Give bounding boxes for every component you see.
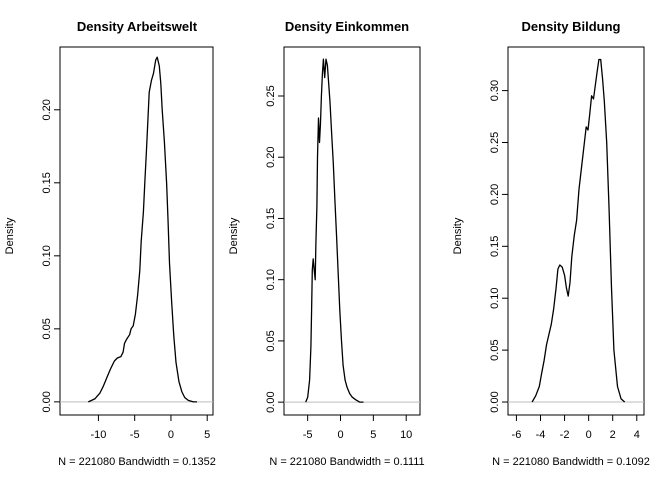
x-tick-label: -5 xyxy=(303,429,313,441)
y-tick-label: 0.00 xyxy=(41,391,53,412)
y-tick-label: 0.05 xyxy=(489,339,501,360)
x-tick-label: 5 xyxy=(370,429,376,441)
x-axis: -6 -4 -2 0 2 4 xyxy=(512,414,640,441)
chart-title: Density Einkommen xyxy=(285,19,409,34)
x-tick-label: -5 xyxy=(130,429,140,441)
x-tick-label: 5 xyxy=(204,429,210,441)
y-tick-label: 0.15 xyxy=(489,236,501,257)
plot-area xyxy=(507,46,645,416)
y-tick-label: 0.00 xyxy=(489,391,501,412)
y-axis-label: Density xyxy=(452,217,464,254)
y-tick-label: 0.20 xyxy=(265,147,277,168)
y-tick-label: 0.00 xyxy=(265,391,277,412)
y-tick-label: 0.10 xyxy=(265,269,277,290)
x-tick-label: -2 xyxy=(560,429,570,441)
y-tick-label: 0.20 xyxy=(41,99,53,120)
x-tick-label: 2 xyxy=(610,429,616,441)
y-axis: 0.00 0.05 0.10 0.15 0.20 0.25 0.30 xyxy=(489,80,509,413)
x-tick-label: 10 xyxy=(400,429,412,441)
y-tick-label: 0.25 xyxy=(265,85,277,106)
y-tick-label: 0.15 xyxy=(41,172,53,193)
x-tick-label: 4 xyxy=(634,429,640,441)
chart-title: Density Arbeitswelt xyxy=(77,19,198,34)
x-tick-label: -4 xyxy=(536,429,546,441)
density-line xyxy=(531,58,626,403)
x-axis-label: N = 221080 Bandwidth = 0.1352 xyxy=(58,456,216,468)
x-tick-label: 0 xyxy=(168,429,174,441)
x-tick-label: -6 xyxy=(512,429,522,441)
x-tick-label: 0 xyxy=(586,429,592,441)
x-axis-label: N = 221080 Bandwidth = 0.1092 xyxy=(492,456,650,468)
panel-arbeitswelt: Density Arbeitswelt 0.00 0.05 0.10 0.15 0.20… xyxy=(4,19,216,468)
x-axis: -5 0 5 10 xyxy=(303,414,412,441)
plot-area xyxy=(59,46,214,416)
density-line xyxy=(88,56,197,403)
plot-frame xyxy=(507,46,645,416)
y-tick-label: 0.30 xyxy=(489,80,501,101)
y-axis: 0.00 0.05 0.10 0.15 0.20 xyxy=(41,99,61,413)
y-tick-label: 0.05 xyxy=(41,318,53,339)
plot-area xyxy=(283,46,421,416)
x-axis-label: N = 221080 Bandwidth = 0.1111 xyxy=(269,456,424,468)
y-tick-label: 0.15 xyxy=(265,208,277,229)
y-tick-label: 0.05 xyxy=(265,330,277,351)
panel-bildung: Density Bildung 0.00 0.05 0.10 0.15 0.20 0.25… xyxy=(452,19,650,468)
y-tick-label: 0.10 xyxy=(489,288,501,309)
x-tick-label: -10 xyxy=(90,429,106,441)
plot-frame xyxy=(59,46,214,416)
y-tick-label: 0.20 xyxy=(489,184,501,205)
x-tick-label: 0 xyxy=(337,429,343,441)
y-tick-label: 0.25 xyxy=(489,132,501,153)
panel-einkommen: Density Einkommen 0.000.050.100.150.200.… xyxy=(228,19,425,468)
y-axis: 0.00 0.05 0.10 0.15 0.20 0.25 xyxy=(265,85,285,413)
y-axis-label: Density xyxy=(4,217,16,254)
chart-title: Density Bildung xyxy=(522,19,621,34)
x-axis: -10 -5 0 5 xyxy=(90,414,210,441)
density-line xyxy=(305,58,364,403)
plot-frame xyxy=(283,46,421,416)
y-tick-label: 0.10 xyxy=(41,245,53,266)
y-axis-label: Density xyxy=(228,217,240,254)
